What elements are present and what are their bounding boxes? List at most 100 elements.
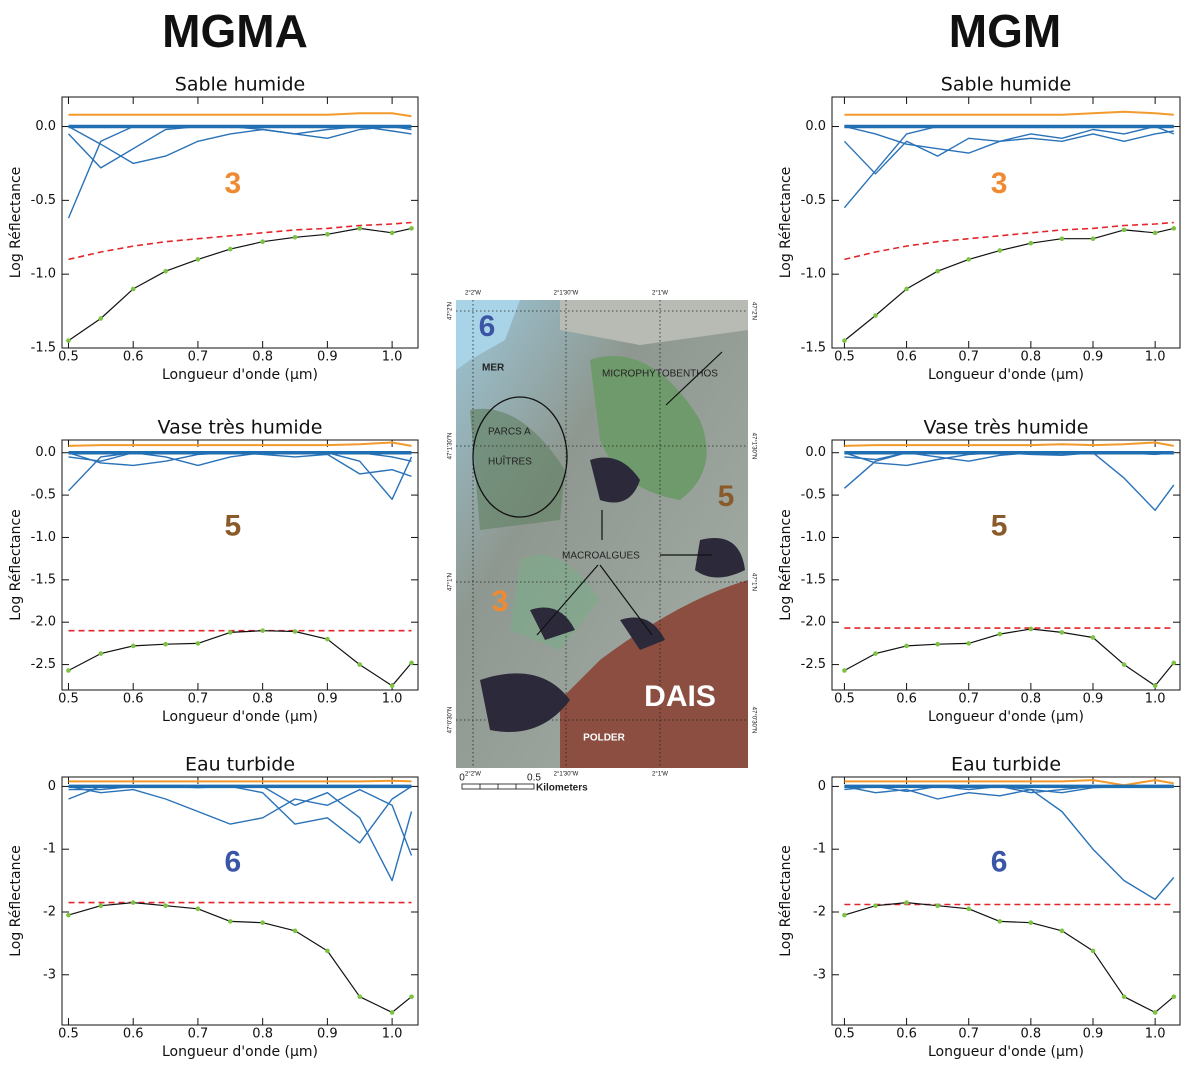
point (195, 906, 201, 912)
x-tick-label: 0.5 (834, 692, 855, 707)
point (1171, 994, 1177, 1000)
line (68, 779, 412, 783)
x-tick-label: 1.0 (1145, 350, 1166, 365)
map-label: MICROPHYTOBENTHOS (602, 369, 718, 380)
map-label: HUÎTRES (488, 455, 532, 468)
plot-frame (61, 96, 419, 349)
point (842, 668, 847, 673)
graticule (456, 300, 748, 768)
plot-area (842, 779, 1177, 1015)
y-tick-label: -1.5 (31, 572, 56, 587)
y-tick-label: -0.5 (31, 193, 56, 208)
point (997, 631, 1003, 637)
line (844, 110, 1174, 116)
macroalgae (480, 457, 745, 732)
x-tick-label: 0.6 (896, 350, 917, 365)
chart-title: Eau turbide (951, 754, 1061, 776)
y-tick-label: -1 (43, 842, 56, 857)
coord-label: 2°1'W (652, 772, 668, 778)
x-tick-label: 0.8 (1021, 350, 1042, 365)
point (325, 948, 330, 954)
y-tick-label: -2 (813, 904, 826, 919)
y-tick-label: -0.5 (801, 193, 826, 208)
point (66, 668, 71, 673)
coord-label: 47°1'30"N (750, 433, 756, 460)
plot-frame (61, 439, 419, 691)
point (1121, 994, 1127, 1000)
coord-label: 2°1'30"W (554, 291, 579, 297)
heading: MGMA (162, 5, 308, 57)
coord-label: 2°2'W (465, 291, 481, 297)
x-tick-label: 0.9 (317, 1027, 338, 1042)
map-label: MER (482, 363, 505, 374)
point (935, 268, 940, 274)
point (904, 900, 909, 905)
line (68, 785, 413, 856)
point (1121, 227, 1127, 233)
chart: Sable humide Longueur d'onde (µm) Log Réfl… (778, 74, 1181, 383)
point (292, 234, 298, 240)
annotation: 6 (225, 846, 242, 879)
plot-area (66, 112, 414, 343)
coord-label: 47°1'N (448, 573, 454, 591)
y-tick-label: 0.0 (35, 445, 56, 460)
point (997, 919, 1003, 924)
x-tick-label: 0.8 (252, 350, 273, 365)
y-tick-label: 0 (818, 779, 826, 794)
point (98, 651, 104, 656)
vegetation (510, 555, 600, 650)
point (227, 630, 233, 635)
chart-title: Sable humide (175, 74, 305, 96)
point (1028, 920, 1034, 925)
point (1090, 948, 1096, 954)
line (844, 779, 1174, 787)
point (1090, 236, 1096, 242)
point (904, 286, 909, 292)
ellipse (472, 396, 568, 518)
point (1152, 230, 1158, 236)
y-tick-label: -1 (813, 842, 826, 857)
x-tick-label: 0.8 (1021, 692, 1042, 707)
point (389, 230, 395, 236)
y-tick-label: -1.5 (801, 572, 826, 587)
chart-title: Vase très humide (158, 417, 323, 439)
y-axis-label: Log Réflectance (778, 845, 794, 957)
y-tick-label: -3 (43, 967, 56, 982)
line (68, 221, 412, 261)
coord-label: 2°2'W (465, 772, 481, 778)
chart-title: Vase très humide (924, 417, 1089, 439)
point (292, 928, 298, 934)
point (1121, 662, 1127, 667)
y-tick-label: -2 (43, 904, 56, 919)
point (409, 226, 414, 231)
map-label: 3 (492, 585, 509, 618)
x-tick-label: 0.7 (188, 692, 209, 707)
x-axis-label: Longueur d'onde (µm) (162, 1044, 318, 1060)
point (842, 338, 847, 343)
chart: Vase très humide Longueur d'onde (µm) Log … (778, 417, 1181, 725)
point (1152, 1010, 1158, 1015)
coord-label: 47°2'N (750, 302, 756, 320)
y-tick-label: -1.0 (31, 267, 56, 282)
x-tick-label: 0.8 (252, 692, 273, 707)
plot-area (842, 441, 1177, 689)
line (68, 112, 412, 118)
point (1152, 683, 1158, 689)
y-tick-label: 0.0 (805, 119, 826, 134)
x-tick-label: 0.5 (834, 350, 855, 365)
x-tick-label: 1.0 (1145, 1027, 1166, 1042)
y-tick-label: -1.0 (31, 530, 56, 545)
annotation: 3 (991, 167, 1008, 200)
point (227, 246, 233, 252)
point (195, 641, 201, 646)
x-tick-label: 0.9 (317, 350, 338, 365)
coord-label: 47°1'30"N (448, 433, 454, 460)
scale-label: 0 (459, 773, 465, 784)
chart: Eau turbide Longueur d'onde (µm) Log Réfle… (8, 754, 419, 1060)
plot-frame (831, 776, 1181, 1026)
x-tick-label: 0.9 (1083, 1027, 1104, 1042)
line (844, 227, 1174, 342)
point (873, 651, 878, 656)
line (67, 452, 413, 500)
